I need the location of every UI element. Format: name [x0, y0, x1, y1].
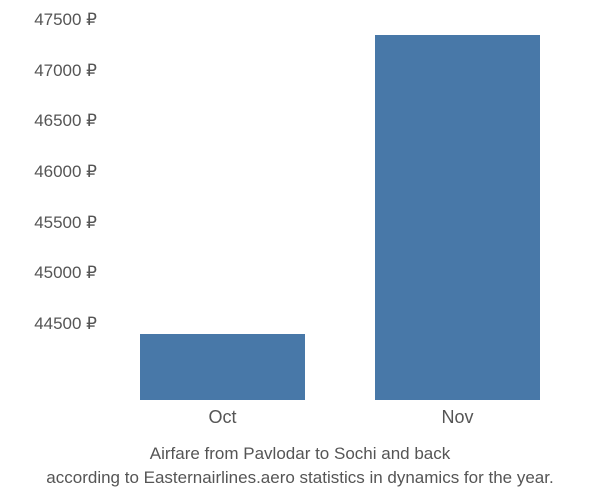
x-axis-tick: Oct	[208, 407, 236, 428]
plot-area	[105, 20, 575, 400]
caption-line-1: Airfare from Pavlodar to Sochi and back	[150, 444, 450, 463]
y-axis-tick: 47500 ₽	[0, 10, 97, 30]
y-axis-tick: 46000 ₽	[0, 162, 97, 182]
y-axis-tick: 46500 ₽	[0, 111, 97, 131]
y-axis: 47500 ₽47000 ₽46500 ₽46000 ₽45500 ₽45000…	[0, 20, 105, 400]
x-axis: Oct Nov	[105, 405, 575, 435]
chart-caption: Airfare from Pavlodar to Sochi and back …	[0, 442, 600, 490]
y-axis-tick: 47000 ₽	[0, 61, 97, 81]
caption-line-2: according to Easternairlines.aero statis…	[46, 468, 553, 487]
bar	[375, 35, 540, 400]
y-axis-tick: 45000 ₽	[0, 263, 97, 283]
y-axis-tick: 45500 ₽	[0, 213, 97, 233]
bar	[140, 334, 305, 400]
airfare-bar-chart: 47500 ₽ 47000 ₽ 46500 ₽ 46000 ₽ 45500 ₽ 45000…	[0, 0, 600, 500]
x-axis-tick: Nov	[441, 407, 473, 428]
y-axis-tick: 44500 ₽	[0, 314, 97, 334]
